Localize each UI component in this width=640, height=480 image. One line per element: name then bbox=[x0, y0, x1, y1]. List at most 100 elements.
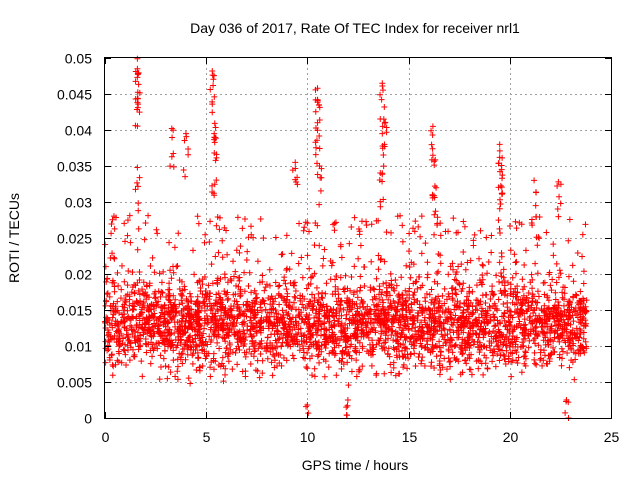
data-point bbox=[479, 261, 486, 268]
data-point bbox=[295, 326, 302, 333]
data-point bbox=[254, 357, 261, 364]
data-point bbox=[279, 307, 286, 314]
data-point bbox=[239, 321, 246, 328]
data-point bbox=[152, 295, 159, 302]
data-point bbox=[283, 266, 290, 273]
data-point bbox=[116, 350, 123, 357]
data-point bbox=[271, 357, 278, 364]
data-point bbox=[134, 104, 141, 111]
data-point bbox=[455, 315, 462, 322]
data-point bbox=[197, 337, 204, 344]
data-point bbox=[377, 311, 384, 318]
data-point bbox=[455, 331, 462, 338]
data-point bbox=[242, 368, 249, 375]
data-point bbox=[210, 76, 217, 83]
data-point bbox=[295, 320, 302, 327]
data-point bbox=[460, 218, 467, 225]
data-point bbox=[558, 362, 565, 369]
data-point bbox=[403, 334, 410, 341]
data-point bbox=[477, 227, 484, 234]
data-point bbox=[160, 355, 167, 362]
data-point bbox=[275, 292, 282, 299]
data-point bbox=[122, 298, 129, 305]
data-point bbox=[482, 300, 489, 307]
data-point bbox=[171, 312, 178, 319]
data-point bbox=[451, 302, 458, 309]
data-point bbox=[348, 224, 355, 231]
data-point bbox=[140, 279, 147, 286]
data-point bbox=[418, 332, 425, 339]
data-point bbox=[436, 323, 443, 330]
data-point bbox=[137, 332, 144, 339]
data-point bbox=[215, 307, 222, 314]
data-point bbox=[280, 311, 287, 318]
data-point bbox=[544, 329, 551, 336]
data-point bbox=[381, 103, 388, 110]
data-point bbox=[164, 375, 171, 382]
data-point bbox=[228, 277, 235, 284]
data-point bbox=[380, 317, 387, 324]
data-point bbox=[356, 231, 363, 238]
data-point bbox=[123, 361, 130, 368]
data-point bbox=[252, 295, 259, 302]
data-point bbox=[488, 333, 495, 340]
data-point bbox=[475, 334, 482, 341]
data-point bbox=[151, 310, 158, 317]
data-point bbox=[534, 270, 541, 277]
data-point bbox=[566, 216, 573, 223]
data-point bbox=[196, 303, 203, 310]
data-point bbox=[179, 292, 186, 299]
data-point bbox=[182, 173, 189, 180]
data-point bbox=[383, 129, 390, 136]
data-point bbox=[246, 346, 253, 353]
data-point bbox=[577, 288, 584, 295]
data-point bbox=[428, 141, 435, 148]
data-point bbox=[399, 353, 406, 360]
data-point bbox=[417, 233, 424, 240]
data-point bbox=[393, 352, 400, 359]
data-point bbox=[134, 336, 141, 343]
data-point bbox=[235, 283, 242, 290]
data-point bbox=[531, 349, 538, 356]
data-point bbox=[224, 296, 231, 303]
data-point bbox=[110, 300, 117, 307]
data-point bbox=[431, 299, 438, 306]
data-point bbox=[321, 331, 328, 338]
data-point bbox=[487, 296, 494, 303]
data-point bbox=[399, 311, 406, 318]
data-point bbox=[329, 347, 336, 354]
data-point bbox=[377, 335, 384, 342]
data-point bbox=[104, 326, 111, 333]
data-point bbox=[555, 213, 562, 220]
data-point bbox=[326, 318, 333, 325]
data-point bbox=[557, 270, 564, 277]
data-point bbox=[256, 341, 263, 348]
x-tick-label: 5 bbox=[203, 429, 211, 445]
data-point bbox=[480, 262, 487, 269]
data-point bbox=[136, 268, 143, 275]
data-point bbox=[434, 280, 441, 287]
data-point bbox=[380, 306, 387, 313]
data-point bbox=[306, 343, 313, 350]
data-point bbox=[316, 242, 323, 249]
data-point bbox=[108, 220, 115, 227]
data-point bbox=[360, 304, 367, 311]
data-point bbox=[365, 350, 372, 357]
data-point bbox=[483, 344, 490, 351]
data-point bbox=[184, 303, 191, 310]
data-point bbox=[286, 315, 293, 322]
data-point bbox=[406, 288, 413, 295]
data-point bbox=[261, 287, 268, 294]
data-point bbox=[254, 258, 261, 265]
data-point bbox=[391, 300, 398, 307]
data-point bbox=[435, 293, 442, 300]
data-point bbox=[378, 255, 385, 262]
data-point bbox=[378, 96, 385, 103]
data-point bbox=[352, 325, 359, 332]
data-point bbox=[559, 335, 566, 342]
data-point bbox=[314, 318, 321, 325]
data-point bbox=[187, 293, 194, 300]
data-point bbox=[460, 309, 467, 316]
data-point bbox=[188, 306, 195, 313]
data-point bbox=[574, 299, 581, 306]
